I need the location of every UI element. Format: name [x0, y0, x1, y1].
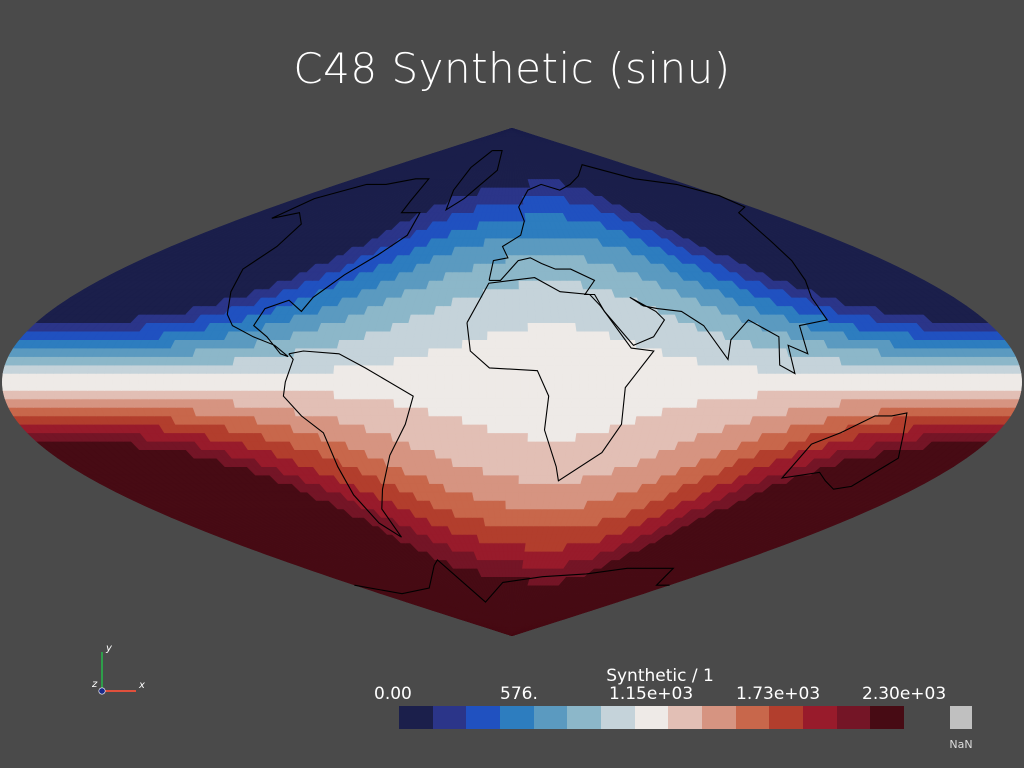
axis-x-label: x [138, 680, 145, 691]
colorbar-swatch [466, 706, 501, 729]
nan-swatch [950, 706, 972, 729]
colorbar-swatch [634, 706, 669, 729]
colorbar-swatch [702, 706, 736, 729]
orientation-axes: y x z [91, 643, 145, 695]
colorbar-swatch [567, 706, 602, 729]
colorbar-swatch [500, 706, 534, 729]
colorbar-title: Synthetic / 1 [606, 666, 714, 686]
colorbar-swatch [836, 706, 871, 729]
colorbar-swatch [533, 706, 568, 729]
colorbar-swatch [870, 706, 905, 729]
axis-y-label: y [105, 643, 113, 654]
field-bands [2, 128, 1022, 636]
colorbar-tick-2: 1.15e+03 [609, 684, 694, 704]
colorbar [399, 706, 905, 729]
coastline [780, 412, 908, 490]
coastline [445, 150, 503, 212]
colorbar-swatch [399, 706, 433, 729]
coastline [354, 558, 675, 603]
colorbar-tick-0: 0.00 [374, 684, 412, 704]
plot-title: C48 Synthetic (sinu) [293, 44, 731, 93]
axis-z-label: z [91, 679, 98, 690]
colorbar-tick-4: 2.30e+03 [862, 684, 947, 704]
colorbar-tick-1: 576. [500, 684, 538, 704]
colorbar-swatch [668, 706, 703, 729]
coastline [226, 178, 430, 358]
coastline [466, 277, 655, 482]
colorbar-swatch [769, 706, 804, 729]
coastline [488, 164, 829, 375]
colorbar-tick-3: 1.73e+03 [736, 684, 821, 704]
colorbar-swatch [601, 706, 635, 729]
coastlines [226, 150, 908, 603]
coastline [282, 350, 414, 538]
colorbar-swatch [432, 706, 467, 729]
nan-label: NaN [949, 738, 973, 751]
colorbar-swatch [803, 706, 837, 729]
colorbar-swatch [735, 706, 770, 729]
